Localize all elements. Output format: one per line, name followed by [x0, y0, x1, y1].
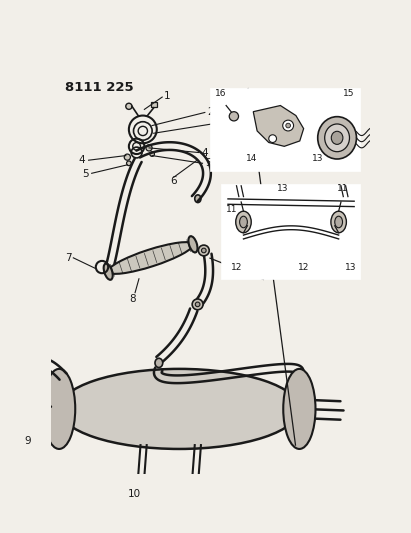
- Circle shape: [283, 120, 293, 131]
- Circle shape: [127, 161, 131, 166]
- Text: 4: 4: [79, 155, 85, 165]
- Ellipse shape: [188, 236, 198, 253]
- Text: 10: 10: [128, 489, 141, 498]
- Text: 5: 5: [205, 158, 211, 168]
- Text: 13: 13: [345, 263, 356, 272]
- Bar: [222, 185, 360, 279]
- Circle shape: [286, 123, 291, 128]
- Text: 8111 225: 8111 225: [65, 81, 134, 94]
- Ellipse shape: [104, 263, 113, 280]
- Text: 1: 1: [164, 91, 171, 101]
- Circle shape: [195, 302, 200, 306]
- Circle shape: [229, 112, 238, 121]
- Text: 4: 4: [202, 148, 208, 158]
- Circle shape: [150, 152, 155, 156]
- Ellipse shape: [43, 369, 75, 449]
- Circle shape: [201, 248, 206, 253]
- Circle shape: [192, 299, 203, 310]
- Ellipse shape: [331, 131, 343, 144]
- Bar: [150, 102, 157, 107]
- Ellipse shape: [335, 216, 342, 228]
- Circle shape: [199, 245, 209, 256]
- Text: 12: 12: [231, 263, 242, 272]
- Circle shape: [146, 145, 152, 151]
- Text: 9: 9: [25, 436, 31, 446]
- Text: 5: 5: [82, 169, 89, 179]
- Text: 16: 16: [215, 90, 226, 98]
- Ellipse shape: [325, 124, 349, 152]
- Text: 14: 14: [245, 155, 257, 164]
- Ellipse shape: [155, 358, 163, 368]
- Circle shape: [269, 135, 277, 142]
- Ellipse shape: [331, 211, 346, 233]
- Text: 2: 2: [207, 108, 214, 117]
- Ellipse shape: [318, 117, 356, 159]
- Text: 3: 3: [219, 118, 225, 128]
- Text: 8: 8: [129, 294, 136, 304]
- Text: 12: 12: [298, 263, 309, 272]
- Ellipse shape: [240, 216, 247, 228]
- Text: 6: 6: [170, 176, 176, 186]
- Ellipse shape: [283, 369, 316, 449]
- Ellipse shape: [195, 195, 201, 203]
- Text: 13: 13: [312, 155, 324, 164]
- Ellipse shape: [59, 369, 299, 449]
- Circle shape: [124, 154, 130, 160]
- Circle shape: [126, 103, 132, 109]
- Text: 13: 13: [277, 184, 289, 193]
- Ellipse shape: [108, 242, 193, 274]
- Text: 15: 15: [343, 90, 355, 98]
- Text: 11: 11: [337, 184, 349, 193]
- Ellipse shape: [236, 211, 251, 233]
- Polygon shape: [253, 106, 304, 147]
- Bar: [210, 88, 360, 171]
- Text: 11: 11: [226, 205, 237, 214]
- Text: 7: 7: [66, 253, 72, 263]
